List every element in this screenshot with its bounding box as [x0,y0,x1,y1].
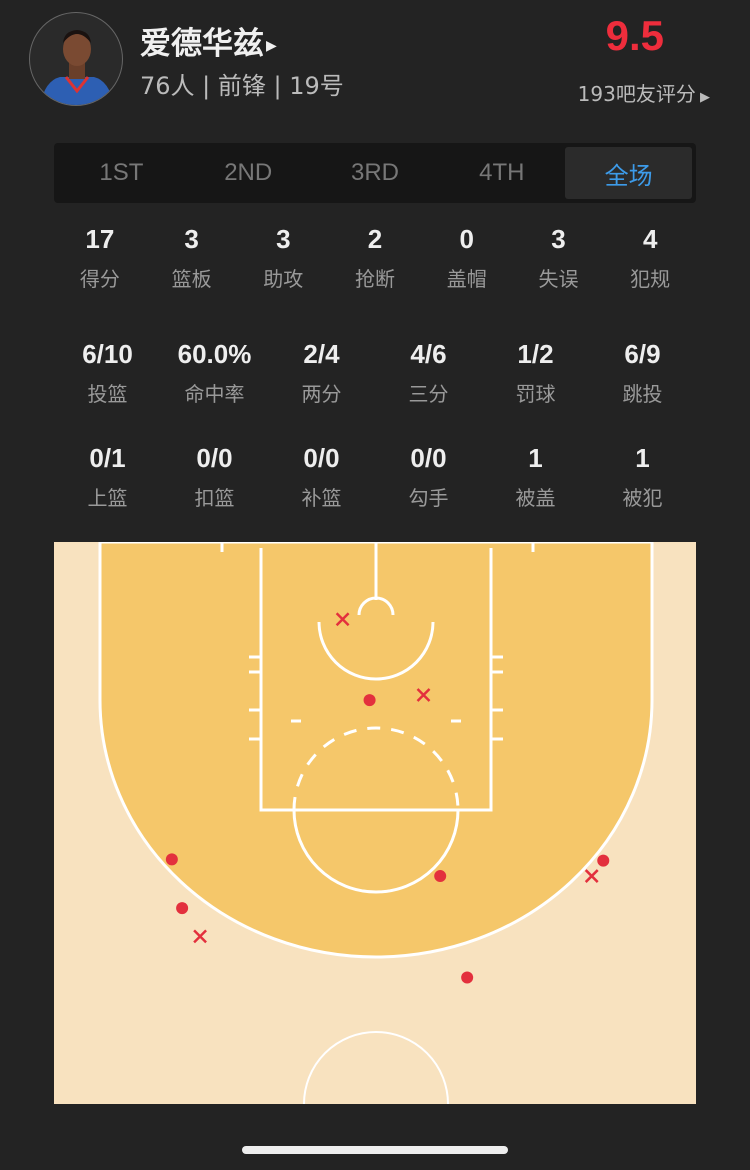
stat-label: 篮板 [171,267,212,291]
stat-label: 被犯 [622,486,663,510]
missed-shot-marker [584,869,599,883]
stat-cell: 0/0 扣篮 [161,443,268,511]
stat-cell: 3 失误 [513,224,605,292]
stat-value: 2/4 [303,339,340,369]
player-avatar[interactable] [29,12,123,106]
player-name-text: 爱德华兹 [140,26,264,62]
stat-value: 3 [551,224,566,254]
made-shot-marker [461,971,474,984]
stats-row-basic: 17 得分 3 篮板 3 助攻 2 抢断 0 盖帽 3 失误 4 犯规 [54,224,696,292]
stat-label: 跳投 [622,382,663,406]
tab-2nd[interactable]: 2ND [224,159,273,186]
stat-label: 两分 [301,382,342,406]
stat-label: 被盖 [515,486,556,510]
stat-label: 投篮 [87,382,128,406]
stat-label: 盖帽 [446,267,487,291]
three-point-line [98,542,654,959]
made-shot-marker [597,854,610,867]
stat-cell: 0/0 勾手 [375,443,482,511]
stat-value: 1/2 [517,339,554,369]
stat-value: 0/0 [196,443,233,473]
stats-row-shooting: 6/10 投篮 60.0% 命中率 2/4 两分 4/6 三分 1/2 罚球 6/9 跳投 [54,339,696,407]
player-photo-icon [40,30,114,105]
triangle-right-icon: ▶ [266,37,277,54]
period-tabs: 1ST 2ND 3RD 4TH 全场 [54,143,696,203]
stat-cell: 1 被盖 [482,443,589,511]
missed-shot-marker [416,688,431,702]
stat-value: 0/0 [303,443,340,473]
stat-value: 3 [276,224,291,254]
stat-value: 3 [184,224,199,254]
made-shot-marker [363,694,376,707]
stat-value: 0/1 [89,443,126,473]
rating-count-link[interactable]: 193吧友评分 ▶ [578,78,710,107]
stat-cell: 60.0% 命中率 [161,339,268,407]
stat-value: 1 [528,443,543,473]
stat-label: 罚球 [515,382,556,406]
stat-value: 6/10 [82,339,133,369]
stat-label: 勾手 [408,486,449,510]
missed-shot-marker [193,929,207,944]
stat-cell: 1 被犯 [589,443,696,511]
stat-cell: 0 盖帽 [421,224,513,292]
stat-value: 0 [459,224,474,254]
stat-value: 17 [85,224,115,254]
rating-count-text: 193吧友评分 [577,82,696,106]
stat-label: 命中率 [184,382,245,406]
stat-value: 0/0 [410,443,447,473]
stat-label: 犯规 [630,267,671,291]
court-lines [220,542,535,1104]
player-rating: 9.5 [605,12,664,59]
missed-shot-marker [335,612,350,627]
stat-cell: 17 得分 [54,224,146,292]
stat-cell: 6/10 投篮 [54,339,161,407]
made-shot-marker [176,902,189,915]
stat-label: 补篮 [301,486,342,510]
stat-value: 6/9 [624,339,661,369]
stat-value: 1 [635,443,650,473]
stats-row-shot-types: 0/1 上篮 0/0 扣篮 0/0 补篮 0/0 勾手 1 被盖 1 被犯 [54,443,696,511]
stat-cell: 4/6 三分 [375,339,482,407]
made-shot-marker [165,853,178,866]
stat-cell: 2 抢断 [329,224,421,292]
stat-cell: 3 篮板 [146,224,238,292]
tab-4th[interactable]: 4TH [479,159,525,186]
stat-label: 三分 [408,382,449,406]
stat-label: 扣篮 [194,486,235,510]
home-indicator[interactable] [242,1146,508,1154]
tab-full-game[interactable]: 全场 [565,147,692,199]
player-team-info: 76人 | 前锋 | 19号 [140,72,344,100]
stat-value: 2 [367,224,383,254]
stat-label: 上篮 [87,486,128,510]
stat-value: 4/6 [410,339,447,369]
player-name[interactable]: 爱德华兹 ▶ [140,18,277,63]
stat-label: 失误 [538,267,579,291]
tab-1st[interactable]: 1ST [99,159,144,186]
stat-label: 抢断 [355,267,396,291]
stat-cell: 6/9 跳投 [589,339,696,407]
stat-cell: 4 犯规 [604,224,696,292]
shot-chart-court [54,542,696,1104]
stat-cell: 0/1 上篮 [54,443,161,511]
stat-cell: 0/0 补篮 [268,443,375,511]
stat-value: 4 [642,224,658,254]
tab-3rd[interactable]: 3RD [350,159,399,186]
stat-cell: 3 助攻 [237,224,329,292]
stat-label: 得分 [79,267,120,291]
made-shot-marker [434,870,447,883]
stat-cell: 1/2 罚球 [482,339,589,407]
stat-value: 60.0% [177,339,252,369]
shot-markers [165,612,610,984]
stat-cell: 2/4 两分 [268,339,375,407]
stat-label: 助攻 [263,267,304,291]
triangle-right-icon: ▶ [695,90,710,105]
